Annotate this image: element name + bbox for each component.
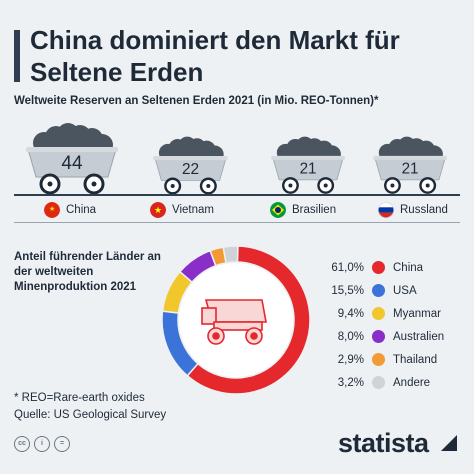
legend-item: 8,0% Australien (318, 325, 444, 348)
reserve-cart: 44 (22, 121, 122, 198)
legend-swatch (372, 353, 385, 366)
cc-icon[interactable]: cc (14, 436, 30, 452)
svg-text:★: ★ (49, 205, 55, 213)
dump-truck-icon (201, 299, 267, 345)
china-flag-icon: ★ (44, 202, 60, 218)
legend-value: 9,4% (337, 307, 364, 320)
legend-item: 9,4% Myanmar (318, 302, 444, 325)
legend-label: Myanmar (393, 307, 441, 320)
reserve-value-label: 21 (300, 161, 317, 178)
legend-value: 61,0% (331, 261, 364, 274)
country-label: Russland (378, 202, 448, 218)
legend-label: Andere (393, 376, 431, 389)
legend-value: 8,0% (337, 330, 364, 343)
legend-value: 2,9% (337, 353, 364, 366)
country-name: Vietnam (172, 204, 214, 216)
statista-logo-mark (441, 435, 457, 451)
legend-swatch (372, 330, 385, 343)
reserve-cart: 21 (370, 135, 450, 198)
license-icons[interactable]: cc i = (14, 436, 70, 452)
legend-label: USA (393, 284, 417, 297)
by-icon[interactable]: i (34, 436, 50, 452)
footnote-reo: * REO=Rare-earth oxides (14, 392, 145, 404)
production-donut-chart (160, 244, 312, 401)
vietnam-flag-icon: ★ (150, 202, 166, 218)
legend-item: 3,2% Andere (318, 371, 444, 394)
legend-item: 2,9% Thailand (318, 348, 444, 371)
country-name: Russland (400, 204, 448, 216)
brazil-flag-icon (270, 202, 286, 218)
page-title: China dominiert den Markt für Seltene Er… (30, 25, 400, 87)
statista-logo[interactable]: statista (338, 428, 429, 458)
legend-value: 15,5% (331, 284, 364, 297)
legend-swatch (372, 261, 385, 274)
country-label: Brasilien (270, 202, 336, 218)
country-name: China (66, 204, 97, 216)
donut-slice-thailand (209, 246, 227, 267)
legend-value: 3,2% (337, 376, 364, 389)
legend-swatch (372, 376, 385, 389)
legend-item: 15,5% USA (318, 279, 444, 302)
country-name: Brasilien (292, 204, 337, 216)
rail-divider (14, 222, 460, 223)
reserve-value-label: 22 (181, 161, 198, 178)
reserve-cart: 22 (150, 135, 231, 198)
share-title: Anteil führender Länder an der weltweite… (14, 251, 161, 293)
title-accent-bar (14, 30, 20, 82)
country-label: ★ Vietnam (150, 202, 214, 218)
reserve-cart: 21 (268, 135, 348, 198)
legend-swatch (372, 284, 385, 297)
svg-text:★: ★ (154, 206, 162, 216)
reserve-value-label: 21 (402, 161, 419, 178)
footnote: * REO=Rare-earth oxides Quelle: US Geolo… (14, 390, 166, 424)
legend-label: Australien (393, 330, 445, 343)
source-text: Quelle: US Geological Survey (14, 409, 167, 421)
legend-swatch (372, 307, 385, 320)
reserves-subtitle: Weltweite Reserven an Seltenen Erden 202… (14, 95, 379, 107)
donut-legend: 61,0% China 15,5% USA 9,4% Myanmar 8,0% Austral… (318, 256, 444, 394)
legend-label: China (393, 261, 424, 274)
reserve-value-label: 44 (61, 153, 83, 174)
legend-label: Thailand (393, 353, 438, 366)
country-label: ★ China (44, 202, 96, 218)
legend-item: 61,0% China (318, 256, 444, 279)
rail-line (14, 194, 460, 196)
equals-icon[interactable]: = (54, 436, 70, 452)
russia-flag-icon (378, 202, 394, 218)
